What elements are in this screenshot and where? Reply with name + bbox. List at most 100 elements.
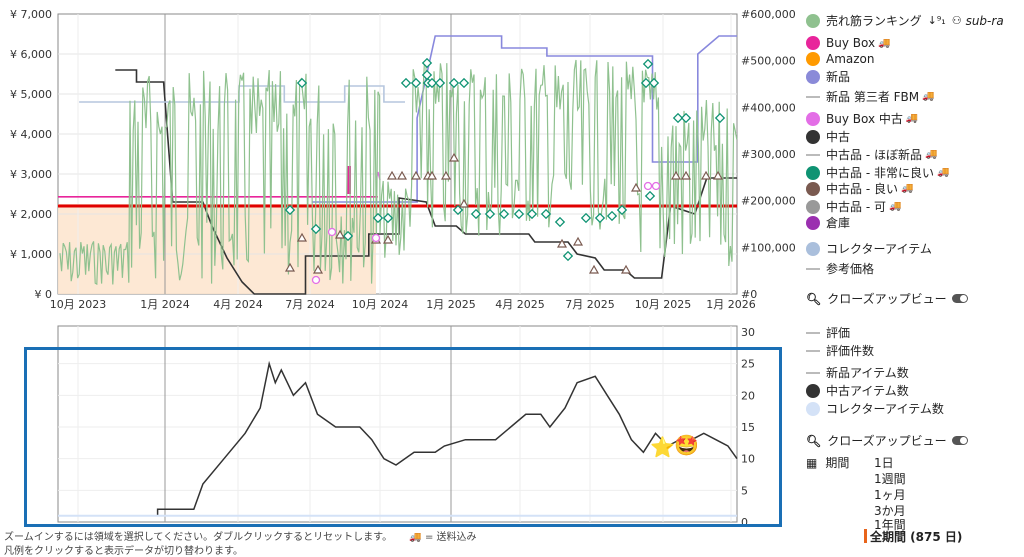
very-good-marker [284,204,296,216]
y-left-tick-label: ¥ 1,000 [10,248,52,261]
legend-item[interactable]: 新品 第三者 FBM 🚚 [806,88,935,105]
good-marker [284,262,296,272]
active-period-indicator [864,529,867,543]
legend-item[interactable]: 中古品 - 良い 🚚 [806,180,913,197]
buybox-used-marker [311,275,321,285]
footer-text-2: 凡例をクリックすると表示データが切り替わります。 [4,546,243,557]
legend-label: 中古品 - 良い [826,182,898,196]
good-marker [396,170,408,180]
sales-rank-series [59,59,738,286]
legend-swatch [806,371,820,374]
y-right-tick-label: #200,000 [741,195,796,208]
very-good-marker [616,204,628,216]
very-good-marker [648,77,660,89]
x-tick-label: 7月 2025 [565,298,615,311]
y-left-tick-label: ¥ 7,000 [10,8,52,21]
good-marker [630,182,642,192]
legend-swatch [806,199,820,214]
y-right-tick-label: #600,000 [741,8,796,21]
legend-item[interactable]: 評価 [806,324,850,341]
very-good-marker [448,77,460,89]
legend-label: Buy Box [826,36,876,50]
legend-item[interactable]: 新品アイテム数 [806,364,909,381]
y-right-tick-label: 25 [741,358,755,371]
good-marker [572,236,584,246]
closeup-label: クローズアップビュー [827,434,947,448]
buybox-used-marker [371,233,381,243]
legend-item[interactable]: 中古品 - 非常に良い 🚚 [806,164,949,181]
closeup-toggle[interactable] [951,294,968,303]
y-left-tick-label: ¥ 3,000 [10,168,52,181]
legend-swatch [806,36,820,50]
closeup-view-toggle[interactable]: 🔍︎ クローズアップビュー [806,290,968,307]
magnifier-icon: 🔍︎ [806,291,822,306]
footer-hint-1: ズームインするには領域を選択してください。ダブルクリックするとリセットします。 … [4,528,477,543]
very-good-marker [426,77,438,89]
very-good-marker [554,216,566,228]
series-line [58,360,738,517]
legend-item[interactable]: 中古品 - 可 🚚 [806,198,901,215]
calendar-icon: ▦ [806,455,818,470]
legend-label: 評価 [826,326,851,340]
very-good-marker [470,208,482,220]
good-marker [588,264,600,274]
legend-item[interactable]: 参考価格 [806,260,874,277]
legend-label: 売れ筋ランキング [826,14,922,28]
legend-item[interactable]: 中古アイテム数 [806,382,909,399]
legend-item[interactable]: 倉庫 [806,214,850,231]
good-marker [440,170,452,180]
legend-item[interactable]: 中古 [806,128,850,145]
very-good-marker [606,210,618,222]
legend-label: Amazon [826,52,875,66]
legend-item[interactable]: 評価件数 [806,342,874,359]
very-good-marker [382,212,394,224]
period-option[interactable]: 1週間 [874,472,906,486]
very-good-marker [400,77,412,89]
legend-swatch [806,215,820,230]
period-option[interactable]: 1日 [874,456,894,470]
very-good-marker [642,58,654,70]
very-good-marker [540,208,552,220]
very-good-marker [484,208,496,220]
y-right-tick-label: 5 [741,484,748,497]
footer-text-1b: = 送料込み [424,532,477,543]
period-option[interactable]: 1ヶ月 [874,488,906,502]
very-good-marker [714,112,726,124]
very-good-marker [498,208,510,220]
legend-item[interactable]: コレクターアイテム数 [806,400,944,417]
legend-item[interactable]: 売れ筋ランキング ↓⁹₁ ⚇ sub-ra [806,12,1004,29]
truck-icon: 🚚 [924,149,938,160]
legend-item[interactable]: Buy Box 中古 🚚 [806,110,918,127]
legend-swatch [806,383,820,398]
legend-item[interactable]: 中古品 - ほぼ新品 🚚 [806,146,937,163]
legend-item[interactable]: コレクターアイテム [806,240,932,257]
series-line [115,69,737,295]
good-marker [410,170,422,180]
legend-item[interactable]: 新品 [806,68,850,85]
very-good-marker [458,77,470,89]
buybox-used-marker [651,181,661,191]
very-good-marker [562,250,574,262]
period-option[interactable]: 3か月 [874,504,906,518]
period-header: ▦ 期間 [806,454,849,471]
truck-icon: 🚚 [409,532,422,543]
closeup-view-toggle[interactable]: 🔍︎ クローズアップビュー [806,432,968,449]
good-marker [386,170,398,180]
lower-grid [58,326,737,522]
very-good-marker [526,208,538,220]
legend-swatch [806,95,820,98]
legend-item[interactable]: Buy Box 🚚 [806,36,891,50]
legend-label: コレクターアイテム [826,242,932,256]
period-option-all[interactable]: 全期間 (875 日) [870,530,963,544]
period-option[interactable]: 1年間 [874,518,906,532]
hierarchy-icon: ⚇ [951,14,962,27]
closeup-toggle[interactable] [951,436,968,445]
legend-label: 中古 [826,130,851,144]
legend-item[interactable]: Amazon [806,52,875,66]
x-tick-label: 1月 2024 [140,298,190,311]
buybox-used-marker [327,227,337,237]
legend-swatch [806,331,820,334]
x-tick-label: 7月 2024 [285,298,335,311]
period-label: 期間 [825,456,850,470]
